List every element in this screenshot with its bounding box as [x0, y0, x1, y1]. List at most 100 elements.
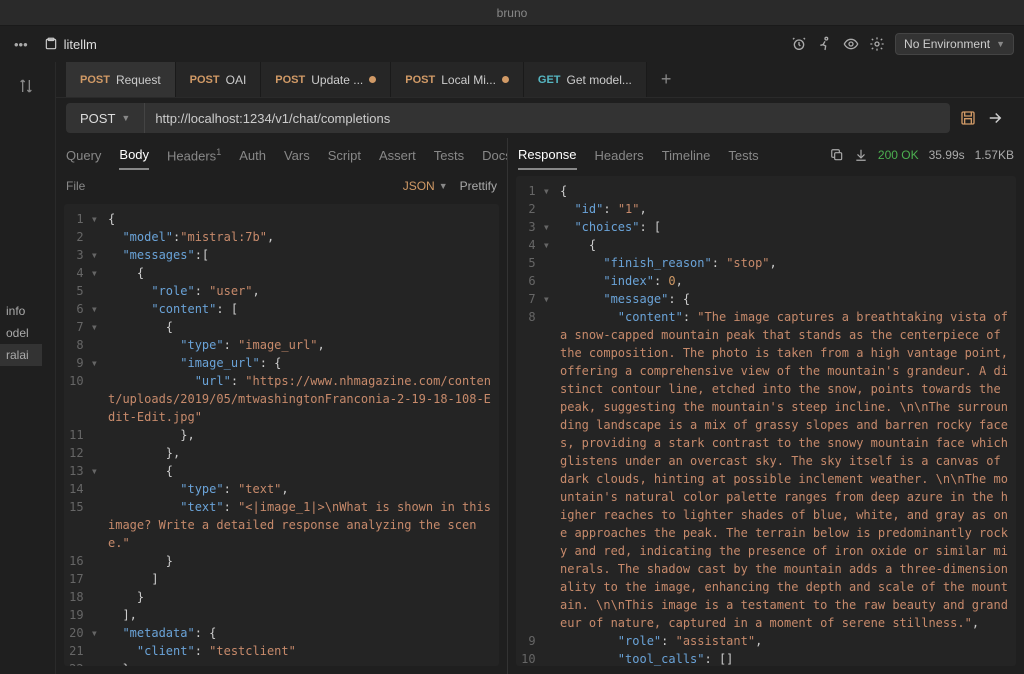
download-icon[interactable]: [854, 148, 868, 162]
code-line: 16 }: [64, 552, 499, 570]
runner-icon[interactable]: [817, 36, 833, 52]
request-body-editor[interactable]: 1 ▾{2 "model":"mistral:7b",3 ▾ "messages…: [64, 204, 499, 666]
tab-label: OAI: [226, 73, 247, 87]
code-content: ],: [108, 606, 499, 624]
subtab-vars[interactable]: Vars: [284, 142, 310, 169]
request-tab[interactable]: GET Get model...: [524, 62, 647, 97]
line-number: 10: [516, 650, 560, 666]
gear-icon[interactable]: [869, 36, 885, 52]
line-number: 3 ▾: [516, 218, 560, 236]
left-sidebar: info odel ralai: [0, 62, 56, 674]
line-number: 4 ▾: [516, 236, 560, 254]
response-body-viewer[interactable]: 1 ▾{2 "id": "1",3 ▾ "choices": [4 ▾ {5 "…: [516, 176, 1016, 666]
subtab-tests[interactable]: Tests: [434, 142, 464, 169]
method-badge: POST: [80, 74, 110, 86]
code-content: "type": "text",: [108, 480, 499, 498]
code-content: "messages":[: [108, 246, 499, 264]
dirty-indicator-icon: [502, 76, 509, 83]
save-icon[interactable]: [960, 110, 976, 126]
line-number: 18: [64, 588, 108, 606]
sidebar-item[interactable]: info: [0, 300, 42, 322]
file-label[interactable]: File: [66, 179, 85, 193]
line-number: 9: [516, 632, 560, 650]
subtab-auth[interactable]: Auth: [239, 142, 266, 169]
menu-ellipsis-button[interactable]: •••: [10, 33, 32, 56]
window-titlebar: bruno: [0, 0, 1024, 26]
request-tab[interactable]: POSTOAI: [176, 62, 262, 97]
code-line: 8 "content": "The image captures a breat…: [516, 308, 1016, 632]
environment-selector[interactable]: No Environment ▼: [895, 33, 1014, 55]
code-line: 9 "role": "assistant",: [516, 632, 1016, 650]
collection-label[interactable]: litellm: [44, 37, 97, 52]
line-number: 8: [64, 336, 108, 354]
copy-icon[interactable]: [830, 148, 844, 162]
method-badge: GET: [538, 74, 561, 86]
sidebar-item[interactable]: odel: [0, 322, 42, 344]
line-number: 19: [64, 606, 108, 624]
subtab-docs[interactable]: Docs: [482, 142, 508, 169]
line-number: 9 ▾: [64, 354, 108, 372]
code-content: {: [560, 236, 1016, 254]
send-arrow-icon[interactable]: [986, 109, 1004, 127]
subtab-query[interactable]: Query: [66, 142, 101, 169]
method-selector[interactable]: POST ▼: [66, 103, 145, 133]
line-number: 12: [64, 444, 108, 462]
request-tab[interactable]: POST Local Mi...: [391, 62, 524, 97]
code-line: 18 }: [64, 588, 499, 606]
code-content: "role": "assistant",: [560, 632, 1016, 650]
method-badge: POST: [405, 74, 435, 86]
code-content: "message": {: [560, 290, 1016, 308]
add-tab-button[interactable]: +: [647, 62, 686, 97]
sidebar-item[interactable]: ralai: [0, 344, 42, 366]
request-tab[interactable]: POSTRequest: [66, 62, 176, 97]
tab-label: Get model...: [567, 73, 632, 87]
alarm-icon[interactable]: [791, 36, 807, 52]
subtab-response[interactable]: Response: [518, 141, 577, 170]
code-content: {: [108, 462, 499, 480]
subtab-tests[interactable]: Tests: [728, 142, 758, 169]
method-badge: POST: [275, 74, 305, 86]
eye-icon[interactable]: [843, 36, 859, 52]
response-status: 200 OK35.99s1.57KB: [830, 148, 1014, 162]
tab-label: Local Mi...: [441, 73, 496, 87]
line-number: 11: [64, 426, 108, 444]
code-content: "index": 0,: [560, 272, 1016, 290]
line-number: 15: [64, 498, 108, 552]
body-mode-selector[interactable]: JSON ▼: [403, 179, 448, 193]
line-number: 3 ▾: [64, 246, 108, 264]
status-size: 1.57KB: [975, 148, 1014, 162]
url-row: POST ▼: [56, 98, 1024, 138]
code-line: 9 ▾ "image_url": {: [64, 354, 499, 372]
line-number: 6 ▾: [64, 300, 108, 318]
code-line: 1 ▾{: [64, 210, 499, 228]
code-line: 15 "text": "<|image_1|>\nWhat is shown i…: [64, 498, 499, 552]
code-content: "image_url": {: [108, 354, 499, 372]
code-content: "finish_reason": "stop",: [560, 254, 1016, 272]
sort-icon[interactable]: [0, 72, 55, 103]
line-number: 14: [64, 480, 108, 498]
code-content: "metadata": {: [108, 624, 499, 642]
line-number: 1 ▾: [516, 182, 560, 200]
prettify-button[interactable]: Prettify: [460, 179, 497, 193]
subtab-headers[interactable]: Headers1: [167, 141, 221, 169]
code-line: 5 "finish_reason": "stop",: [516, 254, 1016, 272]
code-line: 10 "url": "https://www.nhmagazine.com/co…: [64, 372, 499, 426]
line-number: 4 ▾: [64, 264, 108, 282]
subtab-script[interactable]: Script: [328, 142, 361, 169]
code-line: 14 "type": "text",: [64, 480, 499, 498]
request-tab[interactable]: POST Update ...: [261, 62, 391, 97]
subtab-timeline[interactable]: Timeline: [662, 142, 711, 169]
code-content: "content": "The image captures a breatht…: [560, 308, 1016, 632]
subtab-headers[interactable]: Headers: [595, 142, 644, 169]
code-line: 8 "type": "image_url",: [64, 336, 499, 354]
tab-label: Update ...: [311, 73, 363, 87]
status-code: 200 OK: [878, 148, 919, 162]
code-line: 11 },: [64, 426, 499, 444]
code-line: 17 ]: [64, 570, 499, 588]
subtab-assert[interactable]: Assert: [379, 142, 416, 169]
code-line: 1 ▾{: [516, 182, 1016, 200]
url-input[interactable]: [145, 111, 950, 126]
subtab-body[interactable]: Body: [119, 141, 149, 170]
line-number: 13 ▾: [64, 462, 108, 480]
request-pane: Query Body Headers1 Auth Vars Script Assert Tes…: [56, 138, 508, 674]
